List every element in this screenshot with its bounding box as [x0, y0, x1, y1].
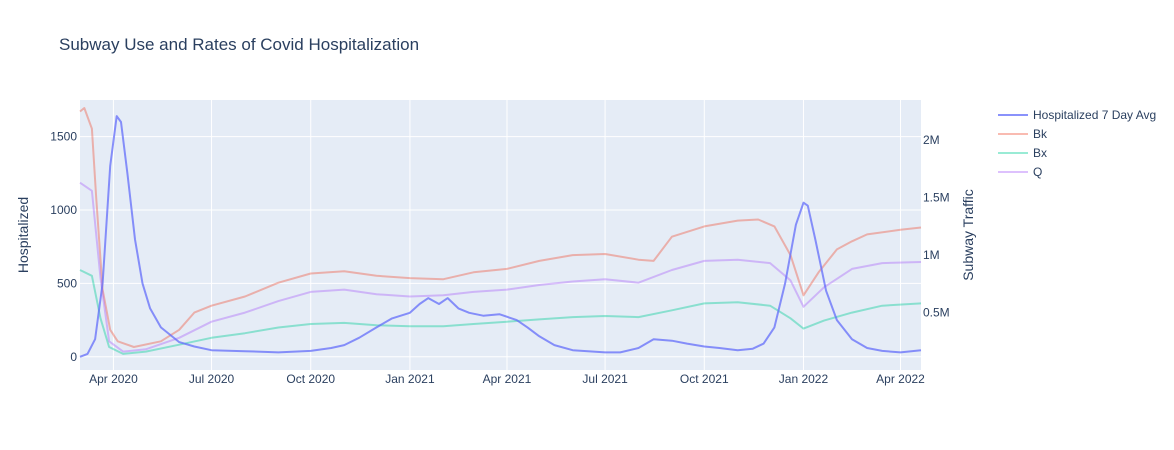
x-tick-label: Jan 2021 — [385, 372, 435, 386]
x-tick-label: Jul 2021 — [582, 372, 628, 386]
series-line-q — [79, 181, 922, 353]
x-tick-label: Oct 2020 — [286, 372, 335, 386]
y-left-tick-label: 1500 — [50, 130, 77, 144]
x-gridlines — [112, 100, 902, 370]
legend-label: Hospitalized 7 Day Avg — [1033, 108, 1156, 122]
y-right-axis-ticks: 0.5M 1M 1.5M 2M — [923, 133, 950, 319]
x-axis-ticks: Apr 2020 Jul 2020 Oct 2020 Jan 2021 Apr 2021… — [89, 372, 925, 386]
legend-item[interactable]: Bk — [998, 127, 1048, 141]
legend-label: Q — [1033, 165, 1042, 179]
series-line-bk — [79, 107, 922, 348]
x-tick-label: Jul 2020 — [189, 372, 235, 386]
y-left-tick-label: 500 — [57, 276, 77, 290]
legend-item[interactable]: Bx — [998, 146, 1047, 160]
y-right-tick-label: 1.5M — [923, 191, 950, 205]
series-lines — [79, 107, 922, 358]
y-left-axis-ticks: 0 500 1000 1500 — [50, 130, 77, 364]
y-right-tick-label: 0.5M — [923, 306, 950, 320]
y-right-axis-title: Subway Traffic — [960, 189, 976, 281]
x-tick-label: Apr 2020 — [89, 372, 138, 386]
legend-item[interactable]: Q — [998, 165, 1042, 179]
y-gridlines — [80, 136, 921, 358]
x-tick-label: Apr 2022 — [876, 372, 925, 386]
plot-area — [80, 100, 921, 370]
y-left-tick-label: 1000 — [50, 203, 77, 217]
series-line-bx — [79, 269, 922, 355]
y-right-tick-label: 1M — [923, 248, 940, 262]
x-tick-label: Jan 2022 — [779, 372, 829, 386]
y-left-tick-label: 0 — [70, 350, 77, 364]
series-line-hospitalized-7-day-avg — [79, 115, 922, 358]
legend[interactable]: Hospitalized 7 Day Avg Bk Bx Q — [998, 108, 1156, 179]
chart-title: Subway Use and Rates of Covid Hospitaliz… — [59, 35, 419, 54]
legend-item[interactable]: Hospitalized 7 Day Avg — [998, 108, 1156, 122]
x-tick-label: Oct 2021 — [680, 372, 729, 386]
y-left-axis-title: Hospitalized — [15, 197, 31, 273]
y-right-tick-label: 2M — [923, 133, 940, 147]
x-tick-label: Apr 2021 — [483, 372, 532, 386]
legend-label: Bx — [1033, 146, 1047, 160]
legend-label: Bk — [1033, 127, 1048, 141]
